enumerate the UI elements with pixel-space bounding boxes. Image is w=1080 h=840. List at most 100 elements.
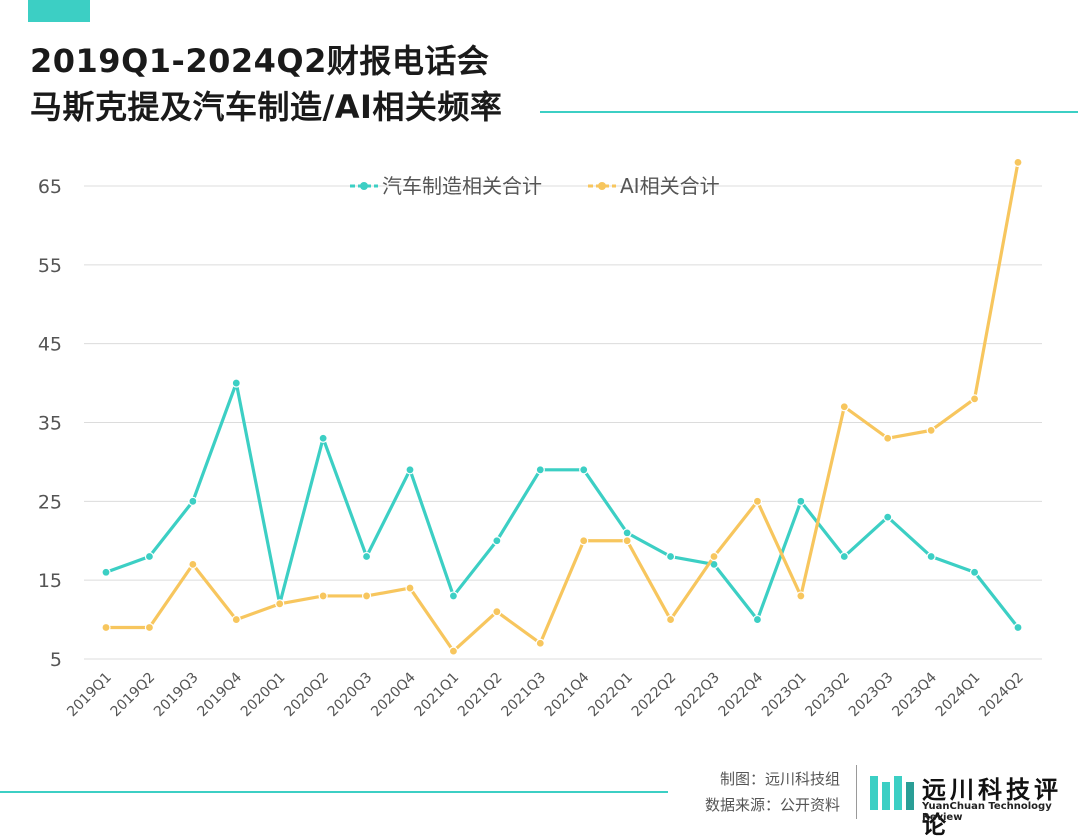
data-point: [144, 622, 155, 633]
data-point: [796, 496, 806, 506]
brand-divider: [856, 765, 857, 819]
source-text: 数据来源：公开资料: [704, 796, 840, 814]
data-point: [579, 536, 589, 546]
x-tick-label: 2023Q3: [846, 670, 897, 721]
data-point: [883, 512, 893, 522]
accent-block: [28, 0, 90, 22]
x-tick-label: 2020Q2: [281, 670, 332, 721]
y-tick-label: 45: [38, 334, 62, 356]
x-tick-label: 2024Q2: [976, 670, 1027, 721]
brand-name: 远川科技评论: [922, 776, 1062, 839]
x-tick-label: 2021Q2: [455, 670, 506, 721]
x-tick-label: 2022Q3: [672, 670, 723, 721]
data-point: [318, 433, 328, 443]
page-title: 2019Q1-2024Q2财报电话会 马斯克提及汽车制造/AI相关频率: [30, 38, 502, 130]
x-tick-label: 2019Q4: [195, 669, 246, 720]
logo-bar-1: [870, 776, 878, 810]
x-tick-label: 2020Q4: [368, 669, 419, 720]
made-by-text: 制图：远川科技组: [719, 770, 840, 788]
data-point: [188, 496, 198, 506]
y-tick-label: 35: [38, 413, 62, 435]
logo-bar-2: [882, 782, 890, 810]
data-point: [926, 425, 936, 435]
x-tick-label: 2023Q1: [759, 670, 810, 721]
series-line: [104, 381, 1020, 630]
y-tick-label: 15: [38, 570, 62, 592]
data-point: [665, 614, 676, 625]
data-point: [969, 567, 980, 577]
data-point: [448, 591, 459, 601]
data-point: [361, 551, 372, 562]
x-tick-label: 2019Q2: [108, 670, 159, 721]
data-point: [926, 551, 936, 562]
data-point: [101, 622, 111, 633]
x-tick-label: 2020Q3: [325, 670, 376, 721]
legend-marker: [360, 182, 368, 190]
data-point: [275, 599, 285, 609]
x-axis-ticks: 2019Q12019Q22019Q32019Q42020Q12020Q22020…: [64, 669, 1027, 720]
data-point: [839, 402, 849, 412]
data-point: [492, 536, 502, 546]
data-point: [752, 496, 763, 506]
data-point: [535, 638, 545, 648]
data-point: [361, 591, 372, 601]
x-tick-label: 2021Q3: [499, 670, 550, 721]
legend: 汽车制造相关合计 AI相关合计: [350, 174, 720, 198]
y-tick-label: 25: [38, 491, 62, 513]
x-tick-label: 2023Q2: [803, 670, 854, 721]
data-point: [231, 614, 241, 625]
brand-subtitle: YuanChuan Technology Review: [922, 801, 1052, 823]
logo-bar-4: [906, 782, 914, 810]
data-point: [752, 614, 763, 625]
data-point: [144, 551, 155, 562]
y-tick-label: 65: [38, 176, 62, 198]
x-tick-label: 2019Q3: [151, 670, 202, 721]
data-point: [796, 591, 806, 601]
x-tick-label: 2024Q1: [933, 670, 984, 721]
data-point: [231, 378, 241, 388]
series-layer: [101, 157, 1023, 656]
data-point: [622, 528, 632, 538]
legend-item: AI相关合计: [588, 174, 720, 198]
title-line-1: 2019Q1-2024Q2财报电话会: [30, 42, 490, 80]
legend-label: AI相关合计: [620, 174, 720, 198]
series-line: [104, 160, 1020, 653]
x-tick-label: 2021Q1: [412, 670, 463, 721]
credits: 制图：远川科技组 数据来源：公开资料: [705, 766, 840, 818]
logo-bar-3: [894, 776, 902, 810]
data-point: [188, 559, 198, 569]
x-tick-label: 2022Q4: [716, 669, 767, 720]
data-point: [405, 465, 415, 475]
data-point: [839, 551, 849, 562]
series-2: [101, 157, 1023, 656]
x-tick-label: 2022Q1: [585, 670, 636, 721]
title-rule: [540, 111, 1078, 113]
title-line-2: 马斯克提及汽车制造/AI相关频率: [30, 88, 503, 126]
footer-rule: [0, 791, 668, 793]
brand-logo-icon: [870, 776, 914, 810]
y-axis-ticks: 5 15 25 35 45 55 65: [38, 176, 62, 671]
data-point: [101, 567, 111, 577]
x-tick-label: 2019Q1: [64, 670, 115, 721]
data-point: [969, 394, 980, 404]
data-point: [318, 591, 328, 601]
data-point: [1013, 622, 1023, 633]
x-tick-label: 2020Q1: [238, 670, 289, 721]
data-point: [405, 583, 415, 593]
legend-marker: [598, 182, 606, 190]
data-point: [492, 607, 502, 617]
data-point: [665, 551, 676, 562]
data-point: [883, 433, 893, 443]
legend-label: 汽车制造相关合计: [382, 174, 542, 198]
y-tick-label: 5: [50, 649, 62, 671]
y-tick-label: 55: [38, 255, 62, 277]
x-tick-label: 2021Q4: [542, 669, 593, 720]
data-point: [1013, 157, 1023, 167]
data-point: [622, 536, 632, 546]
x-tick-label: 2022Q2: [629, 670, 680, 721]
legend-item: 汽车制造相关合计: [350, 174, 542, 198]
x-tick-label: 2023Q4: [889, 669, 940, 720]
data-point: [709, 551, 719, 562]
data-point: [448, 646, 459, 656]
